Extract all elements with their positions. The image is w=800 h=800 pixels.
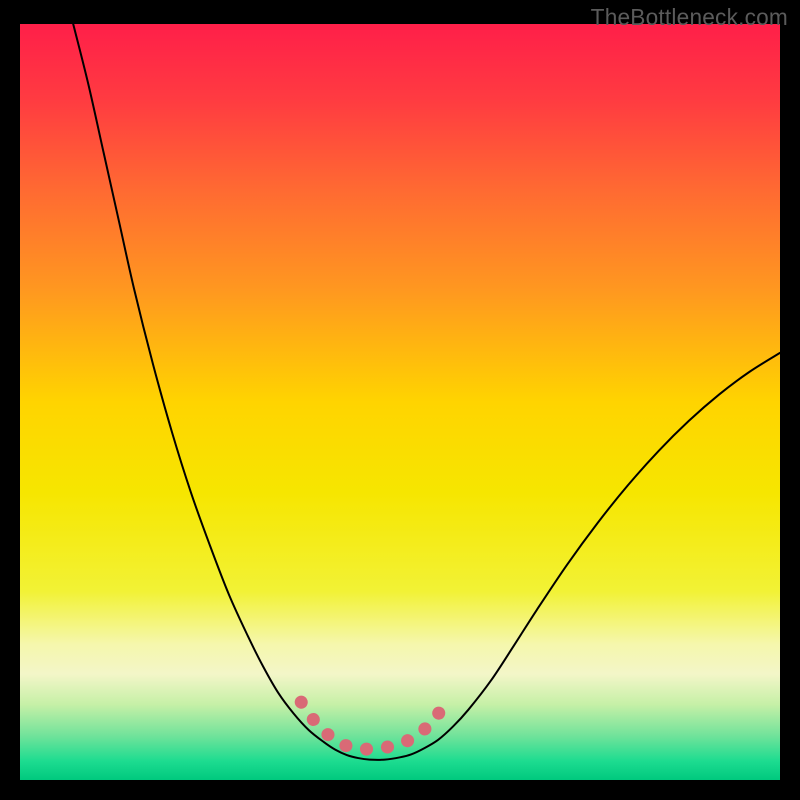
bottleneck-curve bbox=[73, 24, 780, 760]
plot-area bbox=[20, 24, 780, 780]
curve-layer bbox=[20, 24, 780, 780]
watermark-text: TheBottleneck.com bbox=[591, 4, 788, 31]
chart-canvas: TheBottleneck.com bbox=[0, 0, 800, 800]
